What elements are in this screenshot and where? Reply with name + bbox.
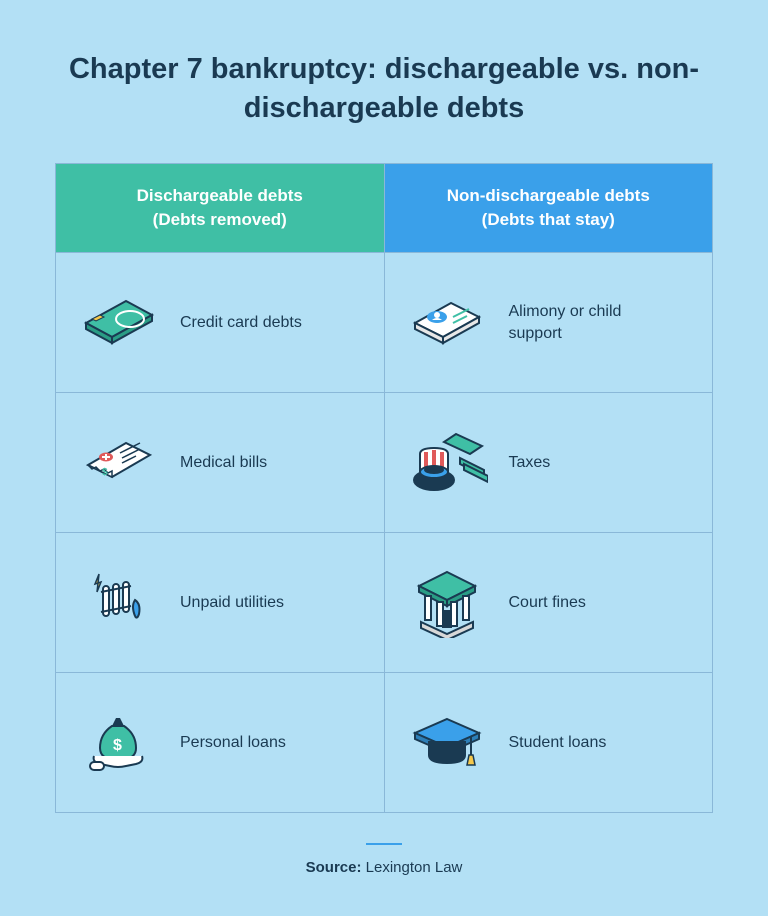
credit-card-icon	[76, 280, 162, 366]
cell-label: Student loans	[509, 732, 607, 754]
header-title: Non-dischargeable debts	[447, 184, 650, 208]
cell-court-fines: Court fines	[385, 533, 713, 672]
cell-student-loans: Student loans	[385, 673, 713, 812]
cell-label: Personal loans	[180, 732, 286, 754]
source-line: Source: Lexington Law	[55, 859, 713, 876]
cell-credit-card: Credit card debts	[56, 253, 385, 392]
header-dischargeable: Dischargeable debts (Debts removed)	[56, 164, 385, 252]
uncle-sam-hat-icon	[405, 420, 491, 506]
money-bag-icon: $	[76, 700, 162, 786]
table-row: Credit card debts Alimony	[56, 252, 712, 392]
cell-label: Taxes	[509, 452, 551, 474]
medical-bill-icon: $	[76, 420, 162, 506]
utilities-icon	[76, 560, 162, 646]
cell-label: Medical bills	[180, 452, 267, 474]
cell-alimony: Alimony or child support	[385, 253, 713, 392]
cell-label: Unpaid utilities	[180, 592, 284, 614]
source-value: Lexington Law	[366, 859, 463, 876]
header-subtitle: (Debts that stay)	[482, 208, 615, 232]
table-row: Unpaid utilities	[56, 532, 712, 672]
cell-taxes: Taxes	[385, 393, 713, 532]
cell-label: Court fines	[509, 592, 586, 614]
cell-utilities: Unpaid utilities	[56, 533, 385, 672]
cell-label: Alimony or child support	[509, 301, 659, 344]
source-block: Source: Lexington Law	[55, 843, 713, 876]
cell-label: Credit card debts	[180, 312, 302, 334]
debts-table: Dischargeable debts (Debts removed) Non-…	[55, 163, 713, 813]
grad-cap-icon	[405, 700, 491, 786]
table-row: $ Personal loans	[56, 672, 712, 812]
page-title: Chapter 7 bankruptcy: dischargeable vs. …	[55, 50, 713, 128]
source-divider	[366, 843, 402, 845]
header-title: Dischargeable debts	[137, 184, 303, 208]
source-label: Source:	[306, 859, 362, 876]
header-subtitle: (Debts removed)	[153, 208, 287, 232]
svg-text:$: $	[113, 737, 122, 754]
courthouse-icon	[405, 560, 491, 646]
cell-medical: $ Medical bills	[56, 393, 385, 532]
family-card-icon	[405, 280, 491, 366]
table-row: $ Medical bills	[56, 392, 712, 532]
table-header-row: Dischargeable debts (Debts removed) Non-…	[56, 164, 712, 252]
svg-text:$: $	[102, 467, 108, 478]
cell-personal-loans: $ Personal loans	[56, 673, 385, 812]
header-nondischargeable: Non-dischargeable debts (Debts that stay…	[385, 164, 713, 252]
